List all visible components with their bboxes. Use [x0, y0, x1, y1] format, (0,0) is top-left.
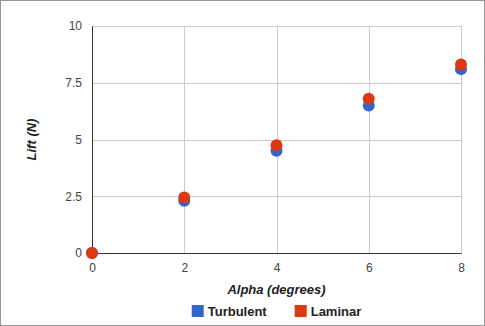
y-tick: 2.5 [65, 190, 92, 204]
y-tick: 5 [75, 133, 92, 147]
grid [92, 26, 462, 254]
y-tick-label: 10 [69, 19, 83, 33]
legend-item: Laminar [295, 304, 362, 319]
y-grid-line [92, 196, 461, 197]
y-tick-label: 2.5 [65, 190, 82, 204]
chart-border [1, 1, 485, 326]
legend-swatch [192, 305, 204, 317]
y-tick-label: 5 [75, 133, 82, 147]
point [455, 59, 467, 71]
y-axis-line [92, 27, 93, 254]
x-tick-label: 8 [458, 261, 465, 275]
x-grid-line [92, 26, 93, 253]
x-grid-line [184, 26, 185, 253]
x-tick: 2 [181, 253, 188, 275]
x-tick: 4 [274, 253, 281, 275]
x-tick-label: 4 [274, 261, 281, 275]
y-tick: 10 [69, 19, 92, 33]
x-tick: 8 [458, 253, 465, 275]
y-tick-label: 7.5 [65, 76, 82, 90]
point [86, 247, 98, 259]
legend-label: Turbulent [208, 304, 268, 319]
y-grid-line [92, 253, 461, 254]
point [178, 191, 190, 203]
x-axis-title: Alpha (degrees) [226, 282, 325, 297]
y-tick-label: 0 [75, 246, 82, 260]
legend-swatch [295, 305, 307, 317]
x-axis: 0 2 4 6 8 [89, 253, 465, 275]
y-grid-line [92, 83, 461, 84]
series [86, 59, 467, 259]
x-tick-label: 2 [181, 261, 188, 275]
x-axis-line [93, 253, 462, 254]
y-grid-line [92, 26, 461, 27]
point [86, 247, 98, 259]
x-grid-line [369, 26, 370, 253]
plot-area [86, 59, 467, 259]
legend-item: Turbulent [192, 304, 268, 319]
x-tick-label: 0 [89, 261, 96, 275]
series [86, 63, 467, 259]
x-tick: 6 [366, 253, 373, 275]
legend-label: Laminar [311, 304, 362, 319]
chart: 0 2 4 6 8 0 2.5 5 7.5 10 Alpha (degrees) Lift (N) Tu… [0, 0, 485, 326]
point [271, 139, 283, 151]
y-axis-title: Lift (N) [24, 119, 39, 161]
point [363, 93, 375, 105]
y-tick: 7.5 [65, 76, 92, 90]
y-axis: 0 2.5 5 7.5 10 [65, 19, 92, 260]
x-tick-label: 6 [366, 261, 373, 275]
legend: Turbulent Laminar [192, 304, 362, 319]
